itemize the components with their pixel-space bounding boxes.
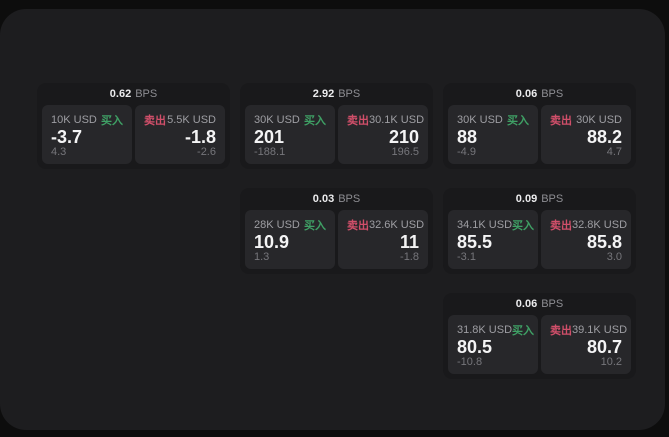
sell-size: 30K USD xyxy=(576,114,622,126)
buy-panel[interactable]: 31.8K USD 买入 80.5 -10.8 xyxy=(448,315,538,374)
bps-value: 0.62 xyxy=(109,88,132,100)
sell-quote: 11 xyxy=(399,232,419,252)
sell-quote: 210 xyxy=(388,127,419,147)
quote-panels: 31.8K USD 买入 80.5 -10.8 卖出 39.1K USD 80.… xyxy=(443,315,636,379)
sell-size: 32.8K USD xyxy=(572,219,628,231)
sell-side-label: 卖出 xyxy=(550,115,572,127)
bps-value: 0.06 xyxy=(515,298,538,310)
buy-delta: -3.1 xyxy=(457,251,476,263)
bps-unit-label: BPS xyxy=(541,88,564,100)
buy-side-label: 买入 xyxy=(304,220,326,232)
sell-side-label: 卖出 xyxy=(550,220,572,232)
quote-card: 0.06 BPS 30K USD 买入 88 -4.9 卖出 30K USD xyxy=(443,83,636,169)
quote-panels: 30K USD 买入 201 -188.1 卖出 30.1K USD 210 1… xyxy=(240,105,433,169)
buy-size: 30K USD xyxy=(457,114,503,126)
buy-size: 34.1K USD xyxy=(457,219,513,231)
bps-value: 2.92 xyxy=(312,88,335,100)
bps-value: 0.09 xyxy=(515,193,538,205)
buy-quote: 80.5 xyxy=(457,337,493,357)
quote-card: 2.92 BPS 30K USD 买入 201 -188.1 卖出 30.1K … xyxy=(240,83,433,169)
sell-side-label: 卖出 xyxy=(550,325,572,337)
sell-panel[interactable]: 卖出 5.5K USD -1.8 -2.6 xyxy=(135,105,225,164)
sell-side-label: 卖出 xyxy=(347,220,369,232)
sell-size: 5.5K USD xyxy=(167,114,216,126)
buy-quote: -3.7 xyxy=(51,127,83,147)
quote-panels: 10K USD 买入 -3.7 4.3 卖出 5.5K USD -1.8 -2.… xyxy=(37,105,230,169)
buy-side-label: 买入 xyxy=(304,115,326,127)
quote-panels: 34.1K USD 买入 85.5 -3.1 卖出 32.8K USD 85.8… xyxy=(443,210,636,274)
sell-panel[interactable]: 卖出 30.1K USD 210 196.5 xyxy=(338,105,428,164)
sell-quote: 85.8 xyxy=(586,232,622,252)
buy-panel[interactable]: 28K USD 买入 10.9 1.3 xyxy=(245,210,335,269)
buy-panel[interactable]: 34.1K USD 买入 85.5 -3.1 xyxy=(448,210,538,269)
buy-delta: -10.8 xyxy=(457,356,483,368)
sell-size: 39.1K USD xyxy=(572,324,628,336)
sell-size: 32.6K USD xyxy=(369,219,425,231)
buy-side-label: 买入 xyxy=(512,325,535,337)
buy-side-label: 买入 xyxy=(512,220,535,232)
sell-panel[interactable]: 卖出 32.8K USD 85.8 3.0 xyxy=(541,210,631,269)
sell-delta: -1.8 xyxy=(400,251,419,263)
sell-panel[interactable]: 卖出 32.6K USD 11 -1.8 xyxy=(338,210,428,269)
sell-quote: 88.2 xyxy=(586,127,622,147)
sell-panel[interactable]: 卖出 39.1K USD 80.7 10.2 xyxy=(541,315,631,374)
quote-panels: 30K USD 买入 88 -4.9 卖出 30K USD 88.2 4.7 xyxy=(443,105,636,169)
card-header: 2.92 BPS xyxy=(240,83,433,105)
buy-delta: 4.3 xyxy=(51,146,67,158)
bps-unit-label: BPS xyxy=(541,298,564,310)
card-header: 0.06 BPS xyxy=(443,293,636,315)
quote-card: 0.09 BPS 34.1K USD 买入 85.5 -3.1 卖出 32.8K… xyxy=(443,188,636,274)
buy-panel[interactable]: 30K USD 买入 201 -188.1 xyxy=(245,105,335,164)
sell-delta: -2.6 xyxy=(197,146,216,158)
buy-size: 28K USD xyxy=(254,219,300,231)
buy-side-label: 买入 xyxy=(507,115,529,127)
card-header: 0.09 BPS xyxy=(443,188,636,210)
bps-unit-label: BPS xyxy=(338,193,361,205)
buy-size: 31.8K USD xyxy=(457,324,513,336)
buy-size: 10K USD xyxy=(51,114,97,126)
card-header: 0.62 BPS xyxy=(37,83,230,105)
buy-side-label: 买入 xyxy=(101,115,123,127)
buy-quote: 88 xyxy=(457,127,478,147)
buy-size: 30K USD xyxy=(254,114,300,126)
quote-grid: 0.62 BPS 10K USD 买入 -3.7 4.3 卖出 5.5K USD xyxy=(37,83,636,379)
buy-quote: 85.5 xyxy=(457,232,493,252)
sell-quote: 80.7 xyxy=(586,337,622,357)
buy-panel[interactable]: 10K USD 买入 -3.7 4.3 xyxy=(42,105,132,164)
buy-delta: 1.3 xyxy=(254,251,270,263)
sell-side-label: 卖出 xyxy=(144,115,166,127)
bps-value: 0.06 xyxy=(515,88,538,100)
buy-panel[interactable]: 30K USD 买入 88 -4.9 xyxy=(448,105,538,164)
buy-delta: -4.9 xyxy=(457,146,476,158)
quote-card: 0.03 BPS 28K USD 买入 10.9 1.3 卖出 32.6K US… xyxy=(240,188,433,274)
bps-unit-label: BPS xyxy=(135,88,158,100)
card-header: 0.06 BPS xyxy=(443,83,636,105)
app-panel: 0.62 BPS 10K USD 买入 -3.7 4.3 卖出 5.5K USD xyxy=(0,9,665,430)
quote-card: 0.06 BPS 31.8K USD 买入 80.5 -10.8 卖出 39.1… xyxy=(443,293,636,379)
buy-quote: 201 xyxy=(254,127,285,147)
sell-delta: 3.0 xyxy=(606,251,622,263)
sell-delta: 196.5 xyxy=(391,146,419,158)
bps-unit-label: BPS xyxy=(541,193,564,205)
sell-side-label: 卖出 xyxy=(347,115,369,127)
quote-panels: 28K USD 买入 10.9 1.3 卖出 32.6K USD 11 -1.8 xyxy=(240,210,433,274)
sell-quote: -1.8 xyxy=(184,127,216,147)
sell-panel[interactable]: 卖出 30K USD 88.2 4.7 xyxy=(541,105,631,164)
bps-value: 0.03 xyxy=(312,193,335,205)
buy-delta: -188.1 xyxy=(254,146,286,158)
buy-quote: 10.9 xyxy=(254,232,290,252)
sell-size: 30.1K USD xyxy=(369,114,425,126)
sell-delta: 10.2 xyxy=(600,356,622,368)
sell-delta: 4.7 xyxy=(606,146,622,158)
bps-unit-label: BPS xyxy=(338,88,361,100)
card-header: 0.03 BPS xyxy=(240,188,433,210)
quote-card: 0.62 BPS 10K USD 买入 -3.7 4.3 卖出 5.5K USD xyxy=(37,83,230,169)
